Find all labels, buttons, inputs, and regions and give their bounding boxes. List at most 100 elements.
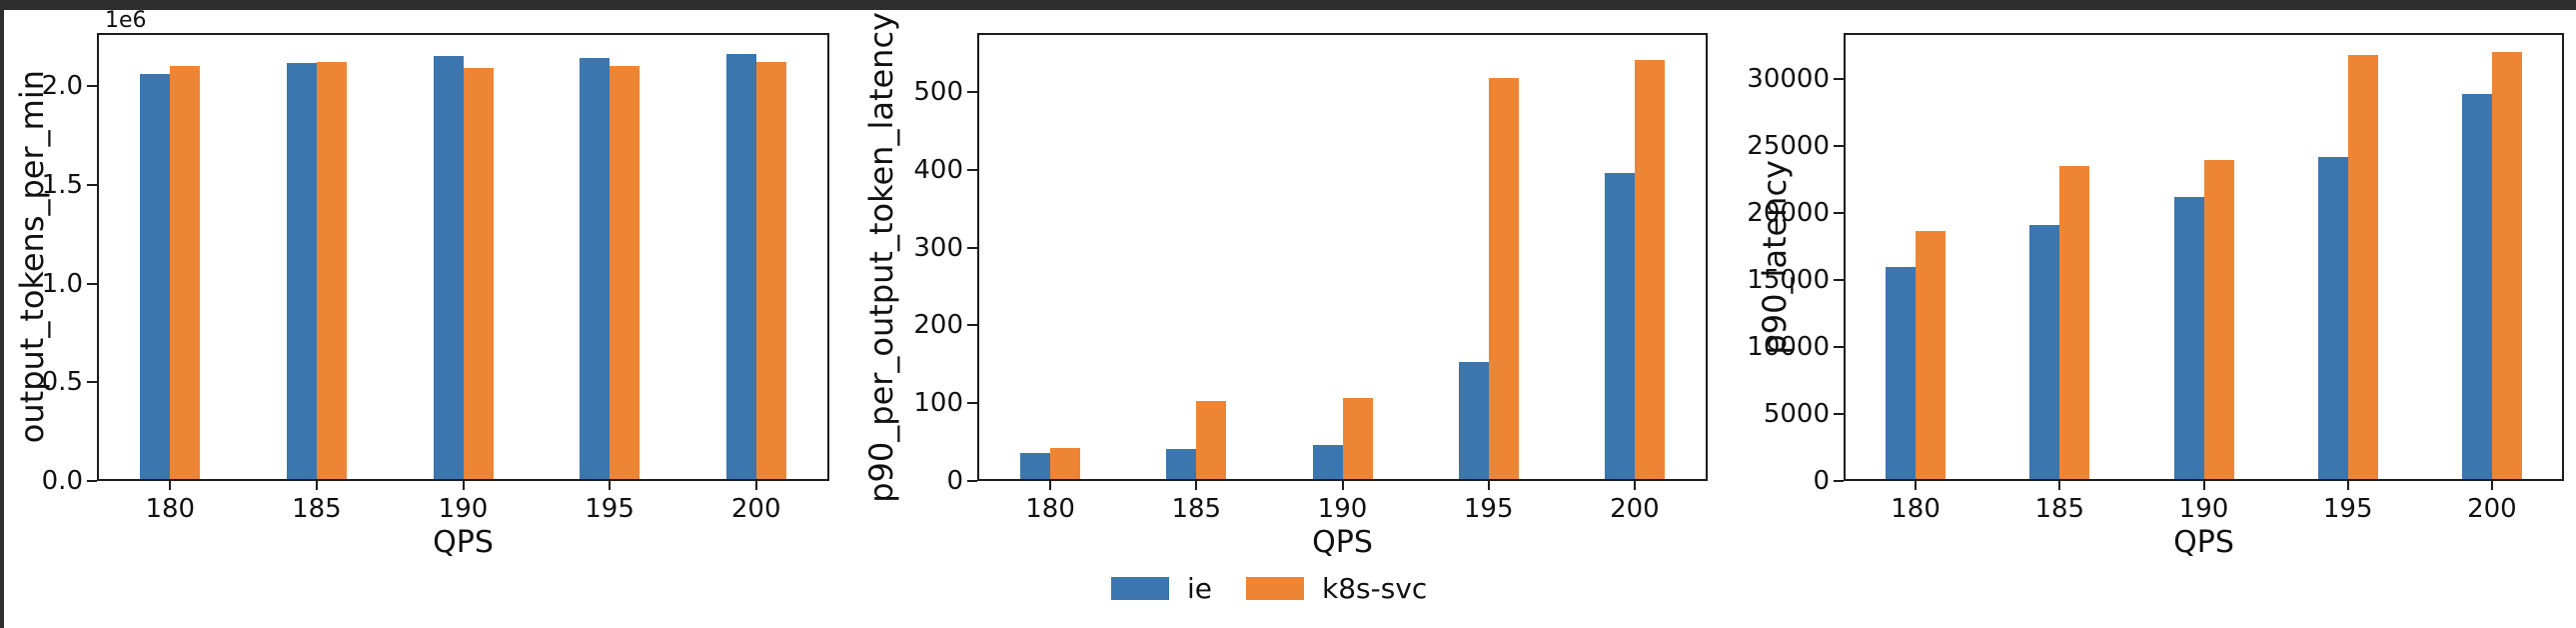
y-tick-label: 1.0: [41, 268, 83, 299]
y-tick-label: 0.0: [41, 466, 83, 496]
y-tick-label: 0: [1813, 466, 1830, 496]
window-left-edge: [0, 0, 4, 628]
y-tick-mark: [87, 85, 97, 88]
y-tick-label: 30000: [1747, 63, 1830, 94]
bar-k8s-svc-180: [1050, 448, 1081, 479]
bar-k8s-svc-195: [610, 66, 641, 479]
y-tick-label: 1.5: [41, 169, 83, 200]
x-tick-mark: [315, 481, 318, 490]
y-tick-label: 0.5: [41, 367, 83, 398]
legend-swatch-k8s-svc: [1246, 577, 1305, 600]
y-tick-mark: [1834, 345, 1844, 348]
bar-ie-190: [2173, 197, 2204, 479]
x-tick-mark: [1633, 481, 1636, 490]
y-tick-mark: [1834, 211, 1844, 214]
bar-k8s-svc-200: [1634, 60, 1665, 479]
x-tick-mark: [1915, 481, 1918, 490]
y-tick-label: 2.0: [41, 71, 83, 102]
bar-ie-200: [2461, 94, 2492, 479]
x-tick-mark: [1487, 481, 1490, 490]
y-tick-label: 400: [913, 154, 963, 185]
y-tick-mark: [967, 168, 977, 171]
bar-k8s-svc-180: [1916, 231, 1946, 479]
window-top-edge: [0, 0, 2576, 10]
x-tick-label: 180: [1025, 494, 1075, 524]
x-tick-mark: [609, 481, 612, 490]
bar-k8s-svc-195: [2347, 55, 2378, 479]
x-tick-mark: [1341, 481, 1344, 490]
bar-ie-180: [140, 74, 171, 479]
bar-k8s-svc-200: [755, 62, 786, 479]
x-axis-label: QPS: [2173, 525, 2234, 560]
x-tick-mark: [2490, 481, 2493, 490]
y-tick-label: 25000: [1747, 130, 1830, 161]
bar-ie-190: [433, 56, 464, 479]
bar-k8s-svc-185: [1196, 401, 1227, 479]
x-axis-label: QPS: [433, 525, 494, 560]
x-tick-label: 190: [438, 494, 489, 524]
x-tick-label: 195: [1463, 494, 1514, 524]
y-tick-label: 500: [913, 77, 963, 108]
x-tick-mark: [1049, 481, 1052, 490]
x-tick-label: 185: [292, 494, 342, 524]
axes-frame: [1844, 33, 2564, 481]
y-tick-mark: [87, 282, 97, 285]
x-tick-label: 190: [2178, 494, 2229, 524]
axes-frame: [97, 33, 829, 481]
legend-item-ie: ie: [1111, 572, 1212, 605]
y-tick-mark: [967, 324, 977, 327]
x-tick-mark: [462, 481, 465, 490]
y-tick-mark: [87, 183, 97, 186]
legend: ie k8s-svc: [1111, 572, 1427, 605]
bar-k8s-svc-200: [2491, 52, 2522, 479]
bar-ie-195: [1458, 362, 1489, 479]
x-tick-mark: [169, 481, 172, 490]
y-tick-label: 5000: [1763, 398, 1830, 429]
y-tick-mark: [967, 91, 977, 94]
x-tick-label: 195: [2322, 494, 2373, 524]
legend-item-k8s-svc: k8s-svc: [1246, 572, 1427, 605]
x-tick-label: 200: [730, 494, 781, 524]
y-tick-mark: [1834, 144, 1844, 147]
x-tick-mark: [1195, 481, 1198, 490]
y-tick-label: 15000: [1747, 264, 1830, 295]
y-tick-label: 0: [946, 466, 963, 496]
bar-k8s-svc-190: [1342, 398, 1373, 479]
y-tick-mark: [967, 246, 977, 249]
bar-k8s-svc-190: [463, 68, 494, 479]
x-tick-label: 180: [145, 494, 196, 524]
bar-ie-180: [1020, 453, 1051, 479]
axis-offset-text: 1e6: [105, 8, 147, 33]
y-axis-label-text: p90_latency: [1756, 159, 1794, 355]
bar-k8s-svc-180: [170, 66, 201, 479]
bar-ie-190: [1312, 445, 1343, 479]
bar-ie-185: [2029, 225, 2060, 479]
bar-ie-185: [286, 63, 317, 479]
axes-frame: [977, 33, 1708, 481]
y-tick-label: 10000: [1747, 331, 1830, 362]
x-tick-mark: [2346, 481, 2349, 490]
y-tick-mark: [1834, 412, 1844, 415]
y-tick-mark: [1834, 278, 1844, 281]
y-tick-mark: [967, 402, 977, 405]
legend-label-k8s-svc: k8s-svc: [1322, 572, 1428, 605]
bar-ie-180: [1886, 267, 1917, 479]
x-tick-label: 185: [1171, 494, 1222, 524]
y-tick-label: 100: [913, 388, 963, 419]
bar-ie-185: [1166, 449, 1197, 479]
bar-ie-200: [1604, 173, 1635, 479]
bar-ie-200: [725, 54, 756, 479]
bar-k8s-svc-195: [1488, 78, 1519, 479]
x-tick-label: 195: [585, 494, 635, 524]
y-tick-mark: [87, 480, 97, 482]
legend-swatch-ie: [1111, 577, 1169, 600]
bar-ie-195: [2317, 157, 2348, 479]
bar-k8s-svc-185: [316, 62, 347, 479]
x-axis-label: QPS: [1312, 525, 1373, 560]
x-tick-mark: [2058, 481, 2061, 490]
y-tick-mark: [1834, 480, 1844, 482]
legend-label-ie: ie: [1187, 572, 1213, 605]
y-tick-mark: [967, 480, 977, 482]
y-tick-mark: [1834, 77, 1844, 80]
